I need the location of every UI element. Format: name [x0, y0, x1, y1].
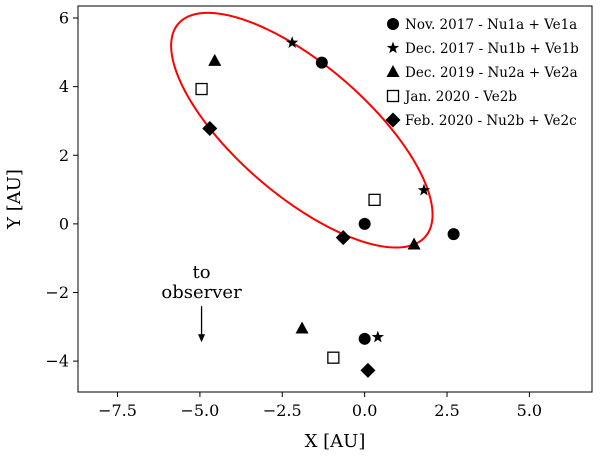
- marker-triangle: [407, 237, 421, 250]
- marker-triangle: [295, 321, 309, 334]
- marker-star: [386, 41, 400, 54]
- legend-entry-label: Nov. 2017 - Nu1a + Ve1a: [405, 17, 577, 33]
- marker-star: [285, 36, 299, 48]
- x-tick-label: 0.0: [352, 401, 377, 420]
- marker-star: [417, 183, 431, 196]
- y-tick-label: 2: [59, 146, 69, 165]
- marker-square: [195, 82, 208, 96]
- x-tick-label: 2.5: [434, 401, 459, 420]
- marker-diamond: [360, 362, 376, 378]
- legend-entry-label: Jan. 2020 - Ve2b: [403, 89, 517, 105]
- marker-diamond: [335, 230, 351, 246]
- orbit-solid: [170, 11, 434, 249]
- legend: Nov. 2017 - Nu1a + Ve1a Dec. 2017 - Nu1b …: [385, 17, 579, 129]
- legend-entry-label: Feb. 2020 - Nu2b + Ve2c: [405, 113, 577, 129]
- marker-diamond: [385, 112, 401, 128]
- x-tick-label: 5.0: [517, 401, 542, 420]
- arrow-head: [198, 334, 206, 343]
- y-axis-ticks: −4 −2 0 2 4 6: [45, 9, 78, 371]
- marker-circle: [447, 228, 460, 241]
- marker-square: [327, 351, 340, 364]
- y-tick-label: 6: [59, 9, 69, 28]
- marker-square: [386, 89, 400, 103]
- y-tick-label: 0: [59, 214, 69, 233]
- annotation-line: to: [193, 262, 211, 283]
- markers: [195, 36, 460, 378]
- marker-square: [368, 193, 381, 207]
- marker-diamond: [202, 120, 218, 136]
- y-tick-label: −2: [45, 283, 69, 302]
- orbits: [170, 11, 434, 249]
- legend-entry-label: Dec. 2019 - Nu2a + Ve2a: [405, 65, 578, 81]
- marker-star: [371, 330, 385, 343]
- marker-circle: [358, 217, 371, 230]
- marker-circle: [358, 332, 371, 345]
- x-tick-label: −2.5: [263, 401, 302, 420]
- y-tick-label: 4: [59, 77, 69, 96]
- y-axis-label: Y [AU]: [4, 169, 25, 230]
- marker-circle: [387, 18, 399, 30]
- annotation-line: observer: [161, 282, 242, 303]
- x-tick-label: −5.0: [180, 401, 219, 420]
- x-axis-label: X [AU]: [305, 431, 366, 452]
- plot-frame: [77, 5, 593, 393]
- y-tick-label: −4: [45, 352, 69, 371]
- x-tick-label: −7.5: [98, 401, 137, 420]
- marker-triangle: [208, 53, 222, 66]
- marker-circle: [315, 56, 328, 69]
- marker-triangle: [386, 65, 400, 77]
- legend-entry-label: Dec. 2017 - Nu1b + Ve1b: [405, 41, 579, 57]
- x-axis-ticks: −7.5 −5.0 −2.5 0.0 2.5 5.0: [98, 392, 542, 420]
